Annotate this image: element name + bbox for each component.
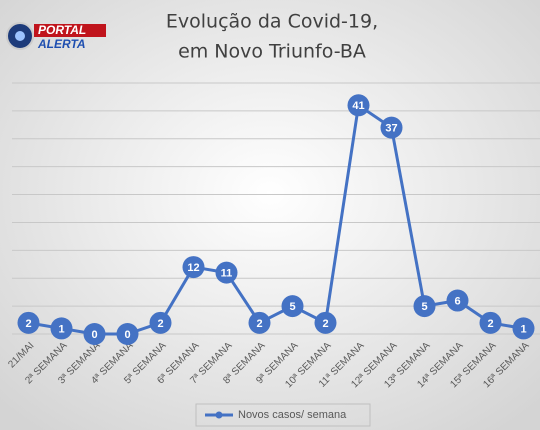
series-line <box>28 103 524 336</box>
data-label: 12 <box>187 262 199 274</box>
data-point <box>215 261 238 284</box>
data-label: 2 <box>25 318 31 330</box>
data-point <box>380 116 403 139</box>
logo-text: ALERTA <box>37 37 86 51</box>
data-point <box>149 311 172 334</box>
data-label: 1 <box>520 323 526 335</box>
data-label: 2 <box>157 318 163 330</box>
data-point <box>446 289 469 312</box>
logo-icon <box>15 31 25 41</box>
data-point <box>248 311 271 334</box>
data-point <box>182 256 205 279</box>
logo-text: PORTAL <box>38 23 86 37</box>
logo-band <box>34 24 106 37</box>
data-point <box>281 295 304 318</box>
data-label: 5 <box>421 301 427 313</box>
data-label: 5 <box>289 301 295 313</box>
data-label: 2 <box>487 318 493 330</box>
chart-title: em Novo Triunfo-BA <box>178 41 366 63</box>
data-point <box>83 323 106 345</box>
data-label: 6 <box>454 295 460 307</box>
data-point <box>413 295 436 318</box>
data-point <box>50 317 73 340</box>
data-label: 2 <box>322 318 328 330</box>
legend-swatch <box>215 411 223 419</box>
data-point <box>512 317 535 340</box>
legend-label: Novos casos/ semana <box>238 409 347 421</box>
data-label: 11 <box>221 268 233 280</box>
logo: PORTAL ALERTA <box>6 22 106 51</box>
data-label: 0 <box>124 329 130 341</box>
data-point <box>314 311 337 334</box>
data-point <box>116 323 139 345</box>
legend-box <box>195 403 371 427</box>
data-label: 0 <box>91 329 97 341</box>
chart-title: Evolução da Covid-19, <box>166 11 378 33</box>
data-point <box>479 311 502 334</box>
data-label: 37 <box>385 123 397 135</box>
data-label: 2 <box>256 318 262 330</box>
data-point <box>347 94 370 117</box>
data-label: 41 <box>352 100 364 112</box>
data-point <box>17 311 40 334</box>
data-label: 1 <box>58 323 64 335</box>
